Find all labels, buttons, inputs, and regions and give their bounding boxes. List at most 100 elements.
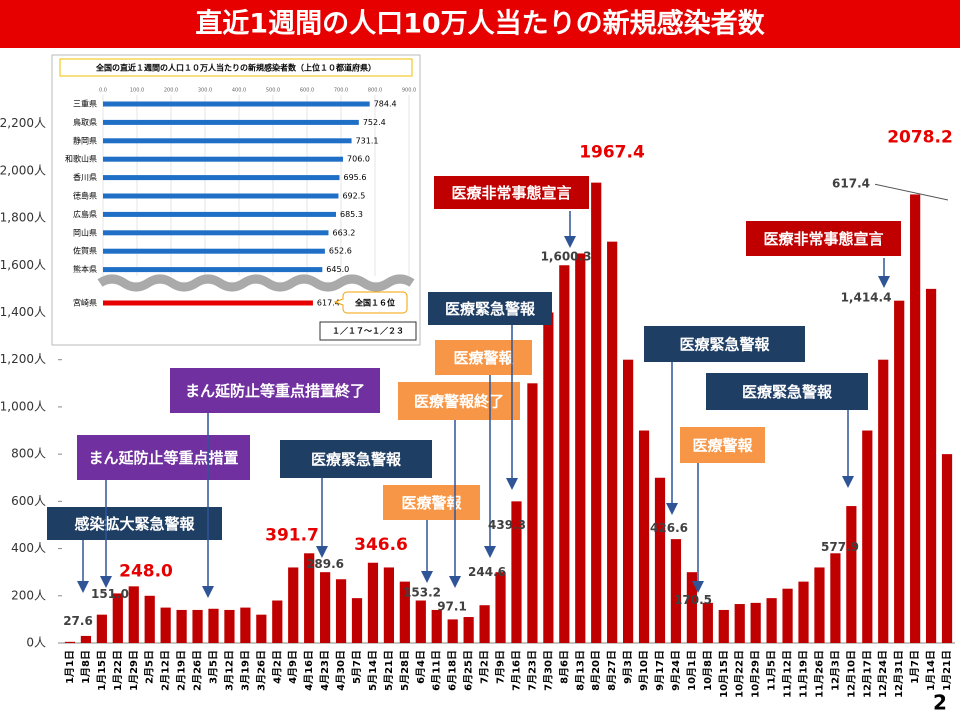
bar [160, 607, 171, 643]
x-tick-label: 1月1日 [64, 650, 76, 684]
bar [638, 430, 650, 643]
x-tick-label: 4月16日 [303, 650, 315, 691]
bar [367, 562, 379, 643]
category-label: 熊本県 [73, 264, 97, 274]
bar [64, 641, 76, 643]
bar [527, 383, 538, 643]
bar [925, 288, 937, 643]
value-annotation: 97.1 [437, 600, 467, 614]
callout-box [435, 340, 532, 375]
value-annotation: 248.0 [119, 561, 173, 581]
callout-box [77, 435, 250, 480]
x-tick-label: 7月2日 [479, 650, 491, 684]
x-tick-label: 12月24日 [877, 650, 889, 698]
callout-text: 医療緊急警報 [311, 451, 402, 469]
rank-note: 全国１６位 [354, 298, 395, 308]
x-tick-label: 6月18日 [447, 650, 459, 691]
rank-note-box [333, 291, 408, 314]
bar [798, 581, 809, 643]
callout-text: まん延防止等重点措置 [88, 449, 238, 467]
x-tick-label: 5月14日 [367, 650, 379, 691]
bar [622, 359, 634, 643]
bar [103, 175, 340, 181]
x-tick-label: 1月22日 [112, 650, 124, 691]
x-tick-label: 12月31日 [893, 650, 905, 698]
value-label: 731.1 [356, 136, 379, 145]
y-tick-label: 1,800人 [0, 211, 46, 225]
x-tick-label: 5月21日 [383, 650, 395, 691]
callout-text: 感染拡大緊急警報 [74, 515, 195, 533]
bar [878, 359, 889, 643]
bar [543, 312, 554, 643]
bar [112, 593, 123, 643]
callout-box [644, 326, 805, 362]
value-annotation: 244.6 [468, 565, 506, 579]
leader-line [874, 183, 949, 201]
period: １／１７～１／２３ [332, 326, 404, 336]
x-tick-label: 7月9日 [495, 650, 507, 684]
value-label: 706.0 [347, 155, 370, 164]
callout-text: 医療非常事態宣言 [451, 184, 571, 202]
category-label: 三重県 [73, 99, 97, 109]
value-annotation: 391.7 [265, 526, 319, 546]
x-tick-label: 8月6日 [558, 650, 570, 684]
y-tick-label: 800人 [11, 447, 46, 461]
x-tick-label: 700.0 [334, 88, 348, 94]
value-annotation: 346.6 [354, 535, 408, 555]
category-label: 岡山県 [73, 227, 97, 237]
callout-text: 医療緊急警報 [445, 300, 536, 318]
bar [176, 609, 187, 643]
y-tick-label: 0人 [26, 636, 46, 650]
category-label: 静岡県 [73, 135, 97, 145]
x-tick-label: 800.0 [368, 88, 382, 94]
x-tick-label: 3月26日 [255, 650, 267, 691]
x-tick-label: 7月30日 [542, 650, 554, 691]
x-tick-label: 1月29日 [128, 650, 140, 691]
y-tick-label: 1,400人 [0, 305, 46, 319]
x-tick-label: 4月30日 [335, 650, 347, 691]
x-tick-label: 3月12日 [223, 650, 235, 691]
x-tick-label: 100.0 [130, 88, 144, 94]
value-annotation: 289.6 [306, 557, 344, 571]
bar [686, 572, 697, 643]
value-annotation: 1,600.3 [541, 250, 592, 264]
page-number: 2 [933, 691, 947, 715]
bar [103, 248, 325, 254]
x-tick-label: 10月22日 [734, 650, 746, 698]
bar [351, 598, 363, 643]
value-label: 645.0 [326, 265, 349, 274]
x-tick-label: 500.0 [266, 88, 280, 94]
bar [910, 194, 921, 643]
x-tick-label: 6月4日 [415, 650, 427, 684]
x-tick-label: 9月3日 [622, 650, 634, 684]
callout-box [432, 174, 591, 211]
value-annotation: 577.9 [821, 540, 859, 554]
bar [103, 101, 370, 107]
x-tick-label: 2月5日 [144, 650, 156, 684]
bar [399, 581, 410, 643]
bar [224, 609, 235, 643]
axis-break [97, 274, 415, 292]
value-annotation: 1967.4 [579, 143, 645, 163]
bar [304, 553, 315, 643]
value-annotation: 617.4 [832, 177, 870, 191]
x-tick-label: 2月19日 [176, 650, 188, 691]
bar [96, 614, 107, 643]
bar [670, 539, 682, 643]
period-box [319, 321, 417, 341]
category-label: 佐賀県 [73, 246, 97, 256]
x-tick-label: 12月10日 [845, 650, 857, 698]
x-tick-label: 0.0 [99, 88, 107, 94]
callout-text: 医療緊急警報 [742, 383, 833, 401]
title-bar [0, 0, 960, 48]
bar [383, 567, 395, 643]
bar [103, 193, 339, 199]
x-tick-label: 8月20日 [590, 650, 602, 691]
y-tick-label: 200人 [11, 588, 46, 602]
x-tick-label: 11月5日 [766, 650, 778, 691]
inset-title: 全国の直近１週間の人口１０万人当たりの新規感染者数（上位１０都道府県） [95, 63, 376, 73]
y-tick-label: 1,600人 [0, 258, 46, 272]
y-tick-label: 1,200人 [0, 352, 46, 366]
bar [103, 156, 344, 162]
x-tick-label: 1月21日 [941, 650, 953, 691]
